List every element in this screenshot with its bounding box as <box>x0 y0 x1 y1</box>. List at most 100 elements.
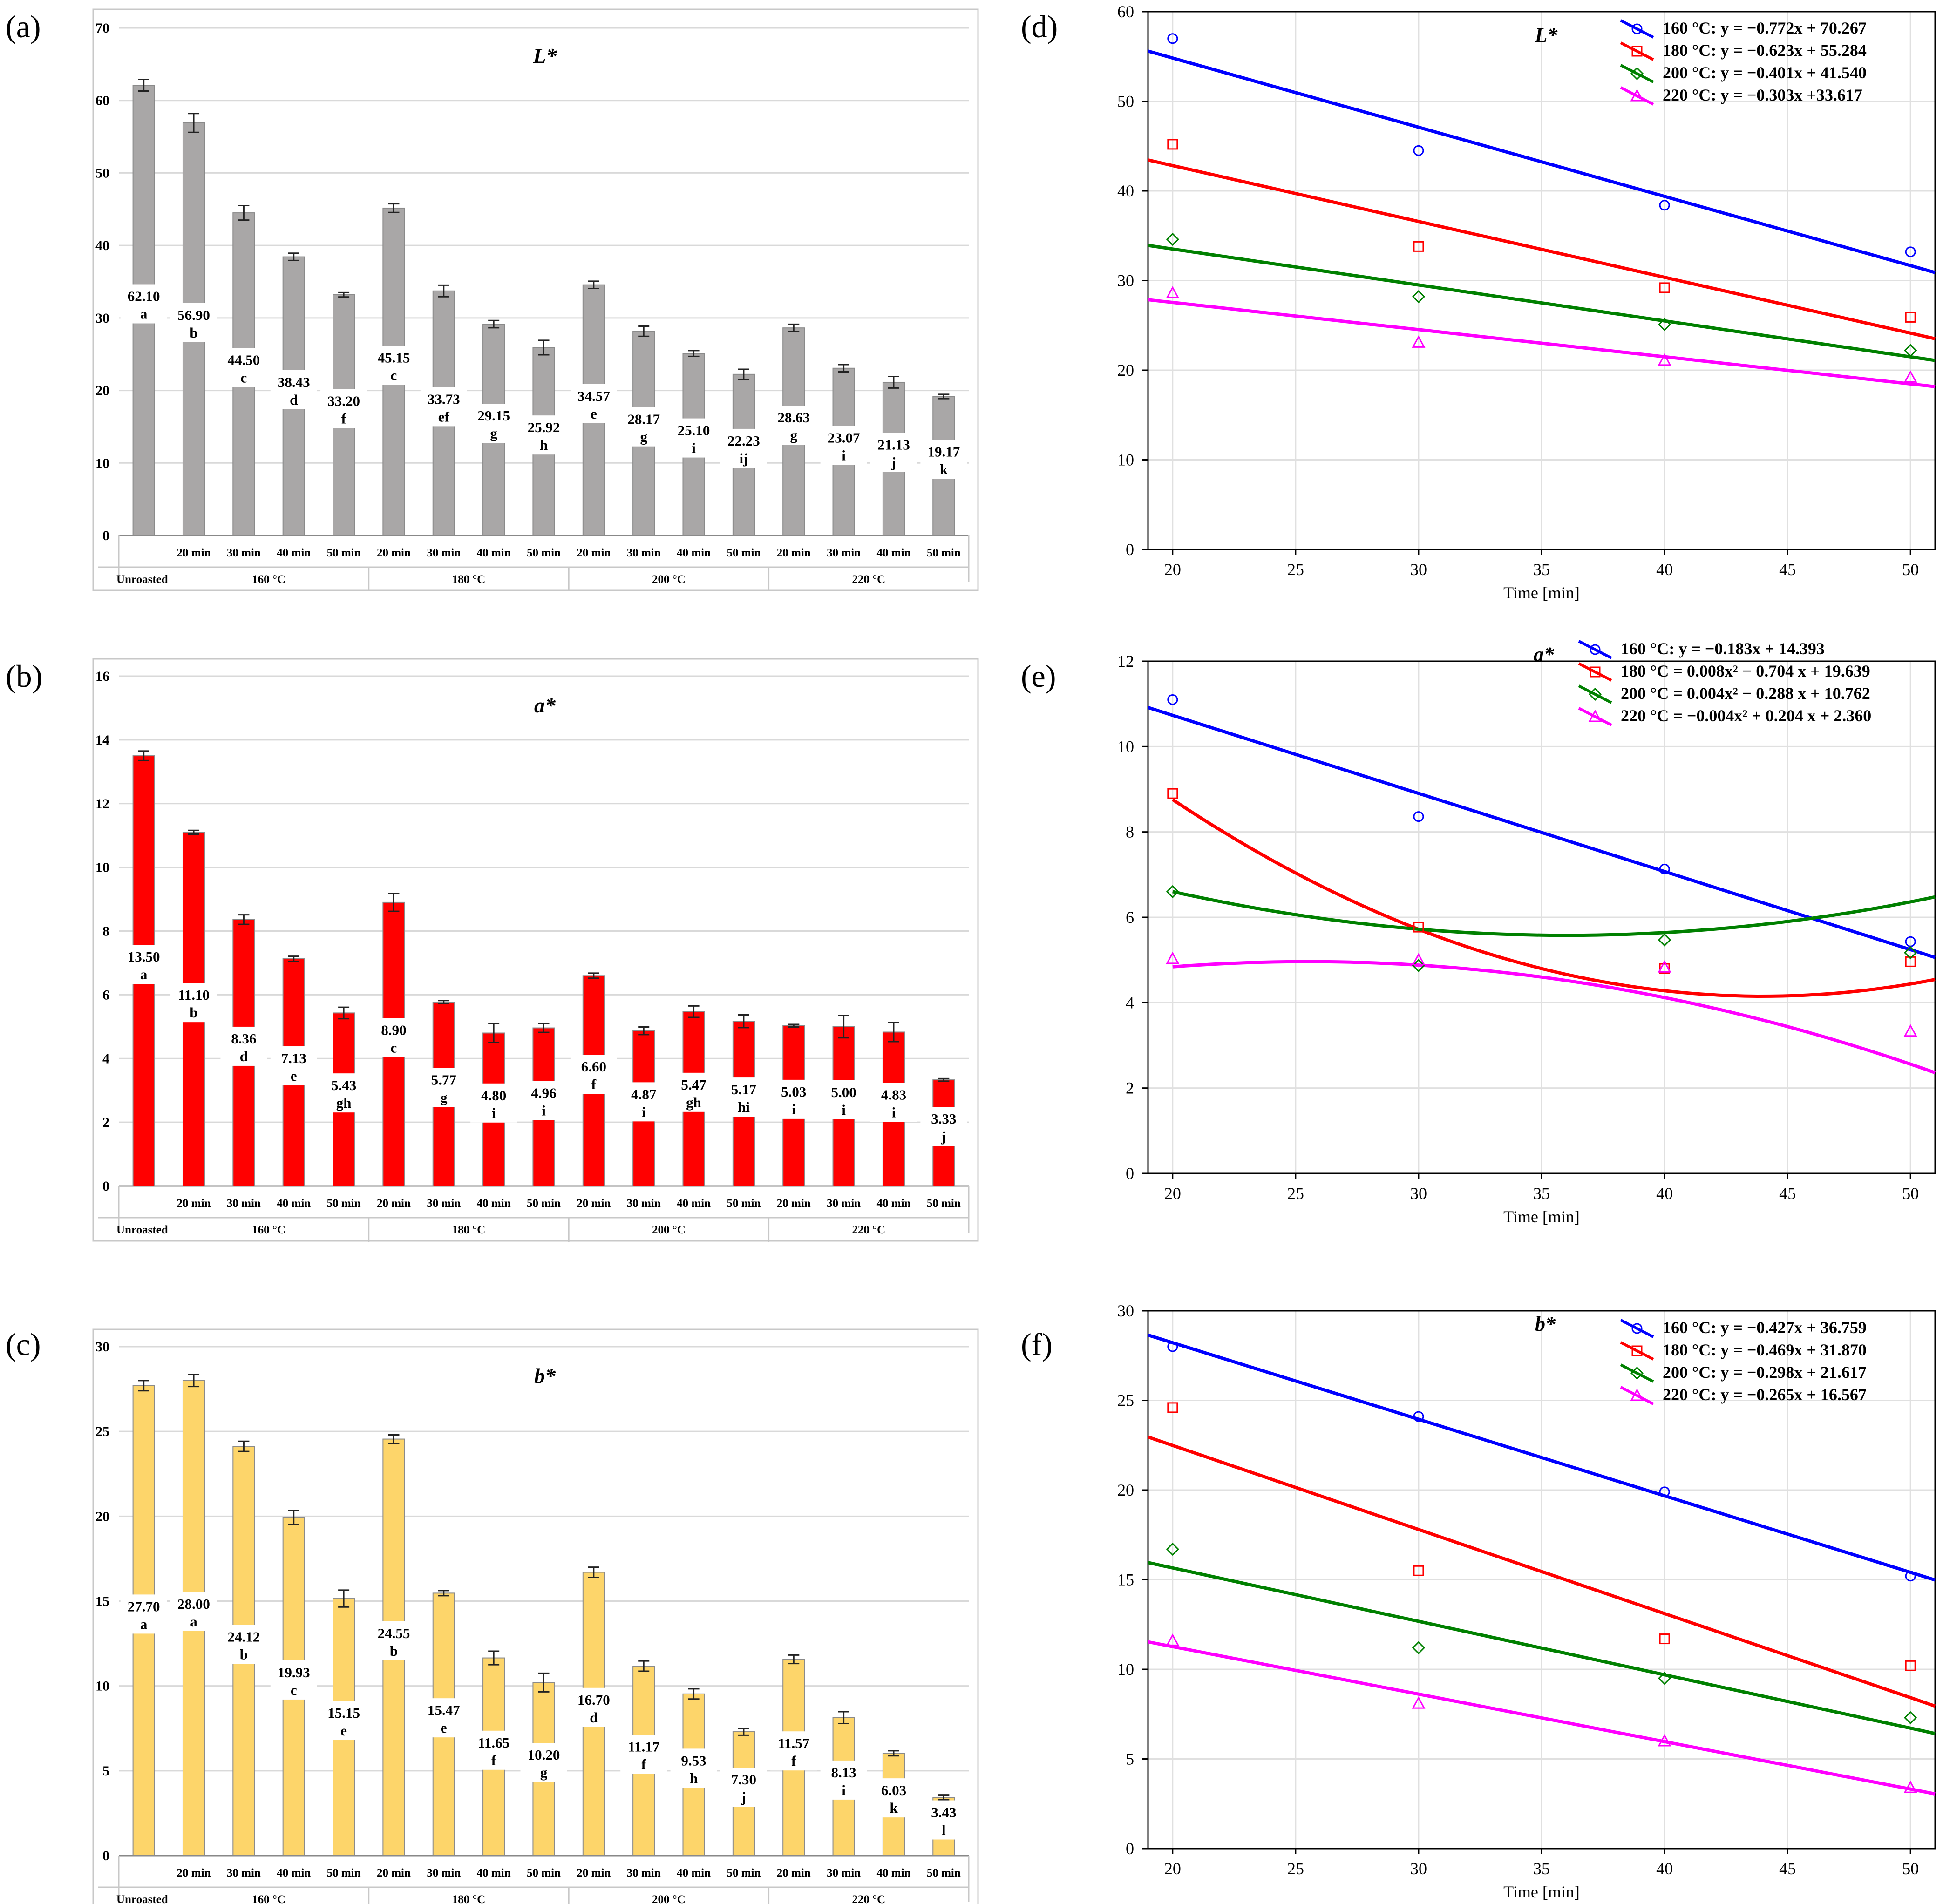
bar-value-label: 15.15 <box>327 1705 360 1721</box>
label-background <box>820 1080 867 1119</box>
label-background <box>570 1687 617 1727</box>
data-point <box>1588 709 1602 722</box>
y-tick-label: 8 <box>102 924 109 939</box>
label-background <box>520 415 567 455</box>
y-tick-label: 15 <box>1117 1571 1134 1589</box>
y-tick-label: 20 <box>95 1509 109 1524</box>
x-tick-label: 40 <box>1656 1859 1673 1878</box>
significance-letter: c <box>240 370 247 386</box>
data-point <box>1588 687 1602 701</box>
group-label: 160 °C <box>252 1893 285 1904</box>
bar-value-label: 3.43 <box>931 1804 956 1821</box>
significance-letter: a <box>140 966 148 982</box>
legend-entry: 180 °C: y = −0.469x + 31.870 <box>1663 1341 1867 1359</box>
x-tick-label: 20 min <box>177 1867 211 1879</box>
chart-title: b* <box>1535 1313 1556 1335</box>
significance-letter: g <box>540 1764 548 1781</box>
data-point <box>1659 282 1670 293</box>
data-point <box>1905 1571 1916 1582</box>
fit-line-180 <box>1171 798 1936 998</box>
label-background <box>670 1072 717 1112</box>
y-tick-label: 0 <box>1126 540 1134 559</box>
fit-line-180 <box>1148 158 1936 340</box>
bar-value-label: 22.23 <box>727 433 760 449</box>
label-background <box>770 406 817 445</box>
bar-value-label: 4.87 <box>631 1086 656 1102</box>
label-background <box>470 404 517 443</box>
label-background <box>570 384 617 423</box>
legend-line <box>1620 1363 1654 1383</box>
y-tick-label: 70 <box>95 20 109 36</box>
y-tick-label: 2 <box>102 1115 109 1130</box>
label-background <box>170 1592 217 1631</box>
legend-line <box>1620 41 1654 61</box>
bar-chart-a: 0 10 20 30 40 50 60 70 62.10a 56.90 b 20 min 44.50 c 3… <box>92 8 979 591</box>
data-point <box>1904 344 1917 357</box>
group-label: 200 °C <box>652 1893 686 1904</box>
legend-entry: 200 °C = 0.004x² − 0.288 x + 10.762 <box>1621 684 1870 703</box>
x-tick-label: 20 min <box>177 1197 211 1210</box>
bar-value-label: 4.83 <box>881 1087 906 1103</box>
y-tick-label: 30 <box>95 1339 109 1355</box>
bar-value-label: 6.03 <box>881 1782 906 1798</box>
x-tick-label: 25 <box>1287 1184 1304 1203</box>
bar-value-label: 5.03 <box>781 1084 806 1100</box>
legend-equation: y = −0.303x +33.617 <box>1720 86 1862 104</box>
group-label: 220 °C <box>852 1224 885 1236</box>
data-point <box>1412 953 1426 966</box>
panel-label-a: (a) <box>6 9 41 44</box>
legend-entry: 180 °C = 0.008x² − 0.704 x + 19.639 <box>1621 662 1870 680</box>
x-axis-label: Time [min] <box>1503 1883 1580 1901</box>
data-point <box>1659 1633 1670 1645</box>
label-background <box>820 1760 867 1800</box>
y-tick-label: 14 <box>95 732 109 748</box>
group-label: 220 °C <box>852 573 885 586</box>
x-tick-label: 45 <box>1779 1184 1796 1203</box>
x-tick-label: 30 min <box>827 1197 861 1210</box>
data-point <box>1412 1696 1426 1709</box>
x-tick-label: 35 <box>1533 1184 1550 1203</box>
x-tick-label: 50 min <box>527 1197 561 1210</box>
x-tick-label: 30 <box>1410 1184 1427 1203</box>
significance-letter: k <box>890 1800 898 1816</box>
data-point <box>1631 1345 1643 1356</box>
data-point <box>1630 67 1644 81</box>
y-tick-label: 0 <box>1126 1839 1134 1858</box>
legend-label: 220 °C: <box>1663 1385 1720 1404</box>
y-tick-label: 50 <box>95 165 109 181</box>
plot-border <box>1147 11 1936 550</box>
y-tick-label: 10 <box>95 860 109 875</box>
data-point <box>1412 1641 1426 1654</box>
x-tick-label: 20 min <box>377 1867 411 1879</box>
x-tick-label: 40 min <box>477 1197 511 1210</box>
bar-value-label: 28.00 <box>177 1596 210 1612</box>
legend-label: 200 °C: <box>1663 63 1720 82</box>
bar-chart-b: 0 2 4 6 8 10 12 14 16 13.50a 11.10b 20 min 8.36d 30 m… <box>92 658 979 1242</box>
label-background <box>870 1083 917 1122</box>
significance-letter: i <box>542 1102 546 1118</box>
significance-letter: e <box>291 1068 297 1084</box>
legend-equation: y = −0.427x + 36.759 <box>1720 1318 1867 1337</box>
significance-letter: e <box>441 1720 447 1736</box>
x-tick-label: 35 <box>1533 1859 1550 1878</box>
data-point <box>1413 811 1424 822</box>
panel-label-e: (e) <box>1021 658 1056 694</box>
bar-value-label: 4.80 <box>481 1087 506 1104</box>
group-label: Unroasted <box>116 1224 168 1236</box>
group-label: 220 °C <box>852 1893 885 1904</box>
significance-letter: f <box>791 1753 796 1769</box>
bar-value-label: 38.43 <box>278 374 310 390</box>
x-axis-label: Time [min] <box>1503 1207 1580 1226</box>
y-tick-label: 10 <box>1117 451 1134 469</box>
bar-value-label: 9.53 <box>681 1752 706 1768</box>
data-point <box>1166 885 1179 899</box>
data-point <box>1631 46 1643 57</box>
label-background <box>620 1735 667 1774</box>
bar-value-label: 6.60 <box>581 1058 606 1075</box>
label-background <box>770 1731 817 1771</box>
group-label: 180 °C <box>452 1224 486 1236</box>
label-background <box>670 418 717 458</box>
data-point <box>1590 666 1601 678</box>
data-point <box>1413 1411 1424 1422</box>
data-point <box>1413 145 1424 156</box>
